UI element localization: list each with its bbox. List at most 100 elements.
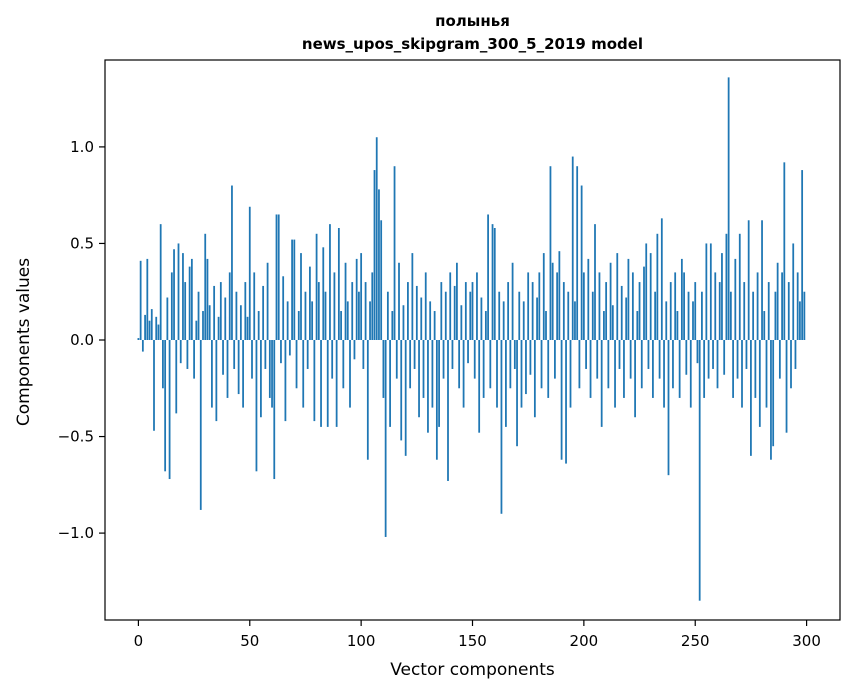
bar xyxy=(222,340,224,375)
bar xyxy=(647,340,650,369)
bar xyxy=(712,340,714,369)
chart-title: полынья xyxy=(435,12,510,30)
x-tick-label: 100 xyxy=(347,632,376,650)
bar xyxy=(217,316,220,340)
bar xyxy=(758,340,761,427)
bar xyxy=(382,340,385,398)
bar xyxy=(168,340,171,480)
bar xyxy=(284,340,287,422)
bar xyxy=(186,340,189,369)
bar xyxy=(616,253,619,340)
bar xyxy=(554,340,556,379)
bar xyxy=(413,340,416,369)
bar xyxy=(364,282,367,340)
bar xyxy=(656,233,659,340)
bar xyxy=(687,291,690,340)
bar xyxy=(491,224,494,340)
bar xyxy=(404,340,407,456)
bar xyxy=(378,189,380,340)
bar xyxy=(587,258,590,340)
bar xyxy=(542,253,545,340)
bar xyxy=(627,258,630,340)
bar xyxy=(231,185,233,340)
bar xyxy=(558,251,561,340)
x-tick-label: 250 xyxy=(681,632,710,650)
bar xyxy=(150,309,153,340)
bar xyxy=(562,282,565,340)
bar xyxy=(741,340,743,408)
bar xyxy=(505,340,507,427)
bar xyxy=(761,220,763,340)
bar xyxy=(582,272,585,340)
bar xyxy=(796,272,799,340)
bar xyxy=(669,282,672,340)
bar xyxy=(799,301,801,340)
bar xyxy=(683,272,685,340)
bar xyxy=(295,340,298,389)
bar xyxy=(248,206,251,340)
bar xyxy=(792,243,795,340)
bar xyxy=(493,228,496,340)
bar xyxy=(420,297,423,340)
bar xyxy=(571,156,574,340)
bar xyxy=(402,305,405,340)
bar xyxy=(351,282,354,340)
bar xyxy=(282,276,285,340)
x-tick-label: 0 xyxy=(134,632,144,650)
bar xyxy=(340,311,342,340)
bar xyxy=(429,301,432,340)
bar xyxy=(277,214,280,340)
bar xyxy=(311,301,314,340)
x-axis-label: Vector components xyxy=(390,660,555,680)
bar xyxy=(596,340,599,379)
bar xyxy=(745,340,748,369)
x-tick-label: 150 xyxy=(458,632,487,650)
bar xyxy=(157,324,160,340)
bar xyxy=(498,291,501,340)
bar xyxy=(538,272,541,340)
bar xyxy=(645,243,648,340)
bar xyxy=(400,340,403,441)
bar xyxy=(785,340,788,433)
bar xyxy=(478,340,481,433)
bar xyxy=(373,170,376,340)
bar xyxy=(738,233,741,340)
bar xyxy=(326,340,329,427)
bar xyxy=(253,272,256,340)
bar xyxy=(516,340,518,447)
bar xyxy=(714,272,717,340)
bar xyxy=(609,262,612,340)
bar xyxy=(489,340,492,389)
bar xyxy=(585,340,587,369)
bar xyxy=(623,340,625,398)
bar xyxy=(444,291,447,340)
bar xyxy=(456,262,458,340)
bar xyxy=(275,214,278,340)
bar xyxy=(233,340,236,369)
bar xyxy=(224,297,227,340)
bar xyxy=(707,340,710,379)
bar xyxy=(297,311,300,340)
bar xyxy=(787,282,790,340)
bar xyxy=(667,340,670,476)
bar xyxy=(536,297,538,340)
bar xyxy=(144,314,146,340)
bar xyxy=(643,266,645,340)
bar xyxy=(255,340,258,472)
bar xyxy=(736,340,739,379)
bar xyxy=(649,253,652,340)
bar xyxy=(159,224,162,340)
bar xyxy=(723,340,726,375)
y-axis-label: Components values xyxy=(14,257,34,427)
bar xyxy=(293,239,296,340)
bar xyxy=(177,243,180,340)
bar xyxy=(411,253,414,340)
bar xyxy=(362,340,365,369)
y-tick-label: 0.5 xyxy=(70,234,94,252)
bar xyxy=(237,340,240,395)
bar xyxy=(500,340,503,514)
bar xyxy=(409,340,412,389)
bar xyxy=(665,301,668,340)
bar xyxy=(685,340,688,375)
bar xyxy=(438,340,440,427)
